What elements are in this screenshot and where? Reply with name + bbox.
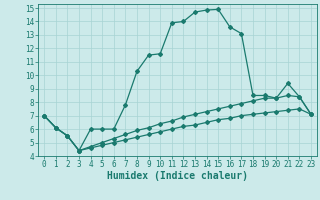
X-axis label: Humidex (Indice chaleur): Humidex (Indice chaleur): [107, 171, 248, 181]
